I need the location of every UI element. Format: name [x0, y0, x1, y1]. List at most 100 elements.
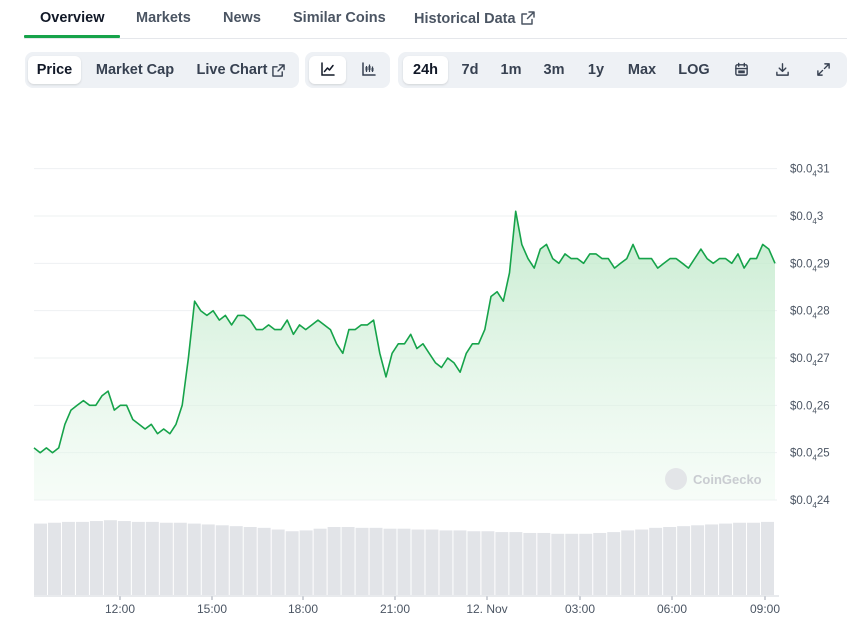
x-tick-label: 18:00 — [288, 602, 318, 616]
fullscreen-button[interactable] — [806, 56, 840, 84]
live-chart-button[interactable]: Live Chart — [191, 56, 291, 84]
volume-bar — [257, 527, 271, 595]
volume-bar — [61, 521, 75, 595]
volume-bar — [747, 522, 761, 595]
volume-bar — [565, 533, 579, 595]
y-tick-label: $0.0428 — [790, 306, 830, 321]
calendar-icon — [734, 62, 748, 76]
volume-bar — [649, 527, 663, 595]
tab-historical-data-wrap[interactable]: Historical Data — [414, 10, 535, 28]
volume-bar — [691, 525, 705, 595]
x-tick-label: 09:00 — [750, 602, 780, 616]
expand-icon — [816, 63, 830, 76]
line-chart-button[interactable] — [309, 56, 346, 84]
candlestick-icon — [361, 62, 376, 76]
volume-bar — [117, 521, 131, 595]
y-tick-label: $0.0425 — [790, 448, 830, 463]
tab-markets[interactable]: Markets — [136, 10, 191, 26]
x-tick-label: 06:00 — [657, 602, 687, 616]
volume-bar — [481, 531, 495, 595]
log-scale-button[interactable]: LOG — [678, 62, 710, 78]
volume-bar — [201, 524, 215, 595]
volume-bar — [733, 522, 747, 595]
volume-bar — [75, 521, 89, 595]
volume-bar — [285, 531, 299, 595]
range-3m-button[interactable]: 3m — [543, 62, 565, 78]
volume-bar — [607, 532, 621, 595]
watermark-text: CoinGecko — [693, 472, 762, 487]
volume-bar — [173, 522, 187, 595]
calendar-button[interactable] — [724, 56, 758, 84]
market-cap-button[interactable]: Market Cap — [95, 62, 175, 78]
y-tick-label: $0.0431 — [790, 164, 830, 179]
volume-bar — [663, 527, 677, 595]
volume-bar — [341, 527, 355, 595]
x-tick-label: 12:00 — [105, 602, 135, 616]
volume-bar — [145, 521, 159, 595]
chart-type-group — [305, 52, 390, 88]
external-link-icon — [520, 11, 535, 25]
range-1y-button[interactable]: 1y — [587, 62, 605, 78]
volume-bar — [719, 523, 733, 595]
price-line — [33, 210, 776, 454]
tab-news[interactable]: News — [223, 10, 261, 26]
price-button[interactable]: Price — [28, 56, 81, 84]
volume-bar — [89, 521, 103, 595]
volume-bar — [523, 532, 537, 595]
active-tab-indicator — [24, 35, 120, 38]
volume-bar — [271, 529, 285, 595]
volume-bar — [103, 520, 117, 595]
y-tick-label: $0.0429 — [790, 258, 830, 273]
volume-bar — [677, 526, 691, 595]
volume-bar — [355, 527, 369, 595]
volume-bar — [47, 522, 61, 595]
y-tick-label: $0.0424 — [790, 495, 830, 510]
download-button[interactable] — [765, 56, 799, 84]
volume-bar — [509, 532, 523, 595]
tab-similar-coins[interactable]: Similar Coins — [293, 10, 386, 26]
volume-bar — [159, 522, 173, 595]
volume-bar — [229, 526, 243, 595]
metric-toggle-group: Price Market Cap Live Chart — [25, 52, 299, 88]
volume-bar — [635, 529, 649, 595]
volume-bar — [705, 524, 719, 595]
range-max-button[interactable]: Max — [627, 62, 657, 78]
volume-bar — [551, 533, 565, 595]
range-7d-button[interactable]: 7d — [461, 62, 479, 78]
candlestick-button[interactable] — [350, 56, 387, 84]
x-tick-label: 15:00 — [197, 602, 227, 616]
volume-bar — [453, 530, 467, 595]
volume-bar — [313, 528, 327, 595]
volume-bar — [593, 532, 607, 595]
volume-bar — [327, 527, 341, 595]
volume-bar — [579, 533, 593, 595]
x-tick-label: 21:00 — [380, 602, 410, 616]
top-tabs: Overview Markets News Similar Coins Hist… — [24, 0, 847, 39]
volume-bar — [397, 528, 411, 595]
volume-bar — [383, 528, 397, 595]
range-1m-button[interactable]: 1m — [500, 62, 522, 78]
external-link-icon — [272, 64, 286, 77]
tab-overview[interactable]: Overview — [40, 10, 105, 26]
volume-bar — [299, 530, 313, 595]
volume-bar — [34, 523, 47, 595]
volume-bar — [621, 530, 635, 595]
price-area-fill — [34, 211, 775, 501]
y-tick-label: $0.043 — [790, 211, 823, 226]
volume-bar — [243, 527, 257, 595]
y-tick-label: $0.0426 — [790, 400, 830, 415]
volume-bar — [439, 530, 453, 595]
volume-bar — [215, 525, 229, 595]
coingecko-logo-icon — [665, 468, 687, 490]
tab-historical-data[interactable]: Historical Data — [414, 11, 516, 27]
download-icon — [775, 63, 789, 76]
y-tick-label: $0.0427 — [790, 353, 830, 368]
x-tick-label: 12. Nov — [466, 602, 507, 616]
range-24h-button[interactable]: 24h — [403, 56, 448, 84]
range-toggle-group: 24h 7d 1m 3m 1y Max LOG — [398, 52, 847, 88]
volume-bar — [187, 523, 201, 595]
volume-bar — [411, 529, 425, 595]
volume-bar — [131, 521, 145, 595]
volume-bar — [495, 532, 509, 595]
